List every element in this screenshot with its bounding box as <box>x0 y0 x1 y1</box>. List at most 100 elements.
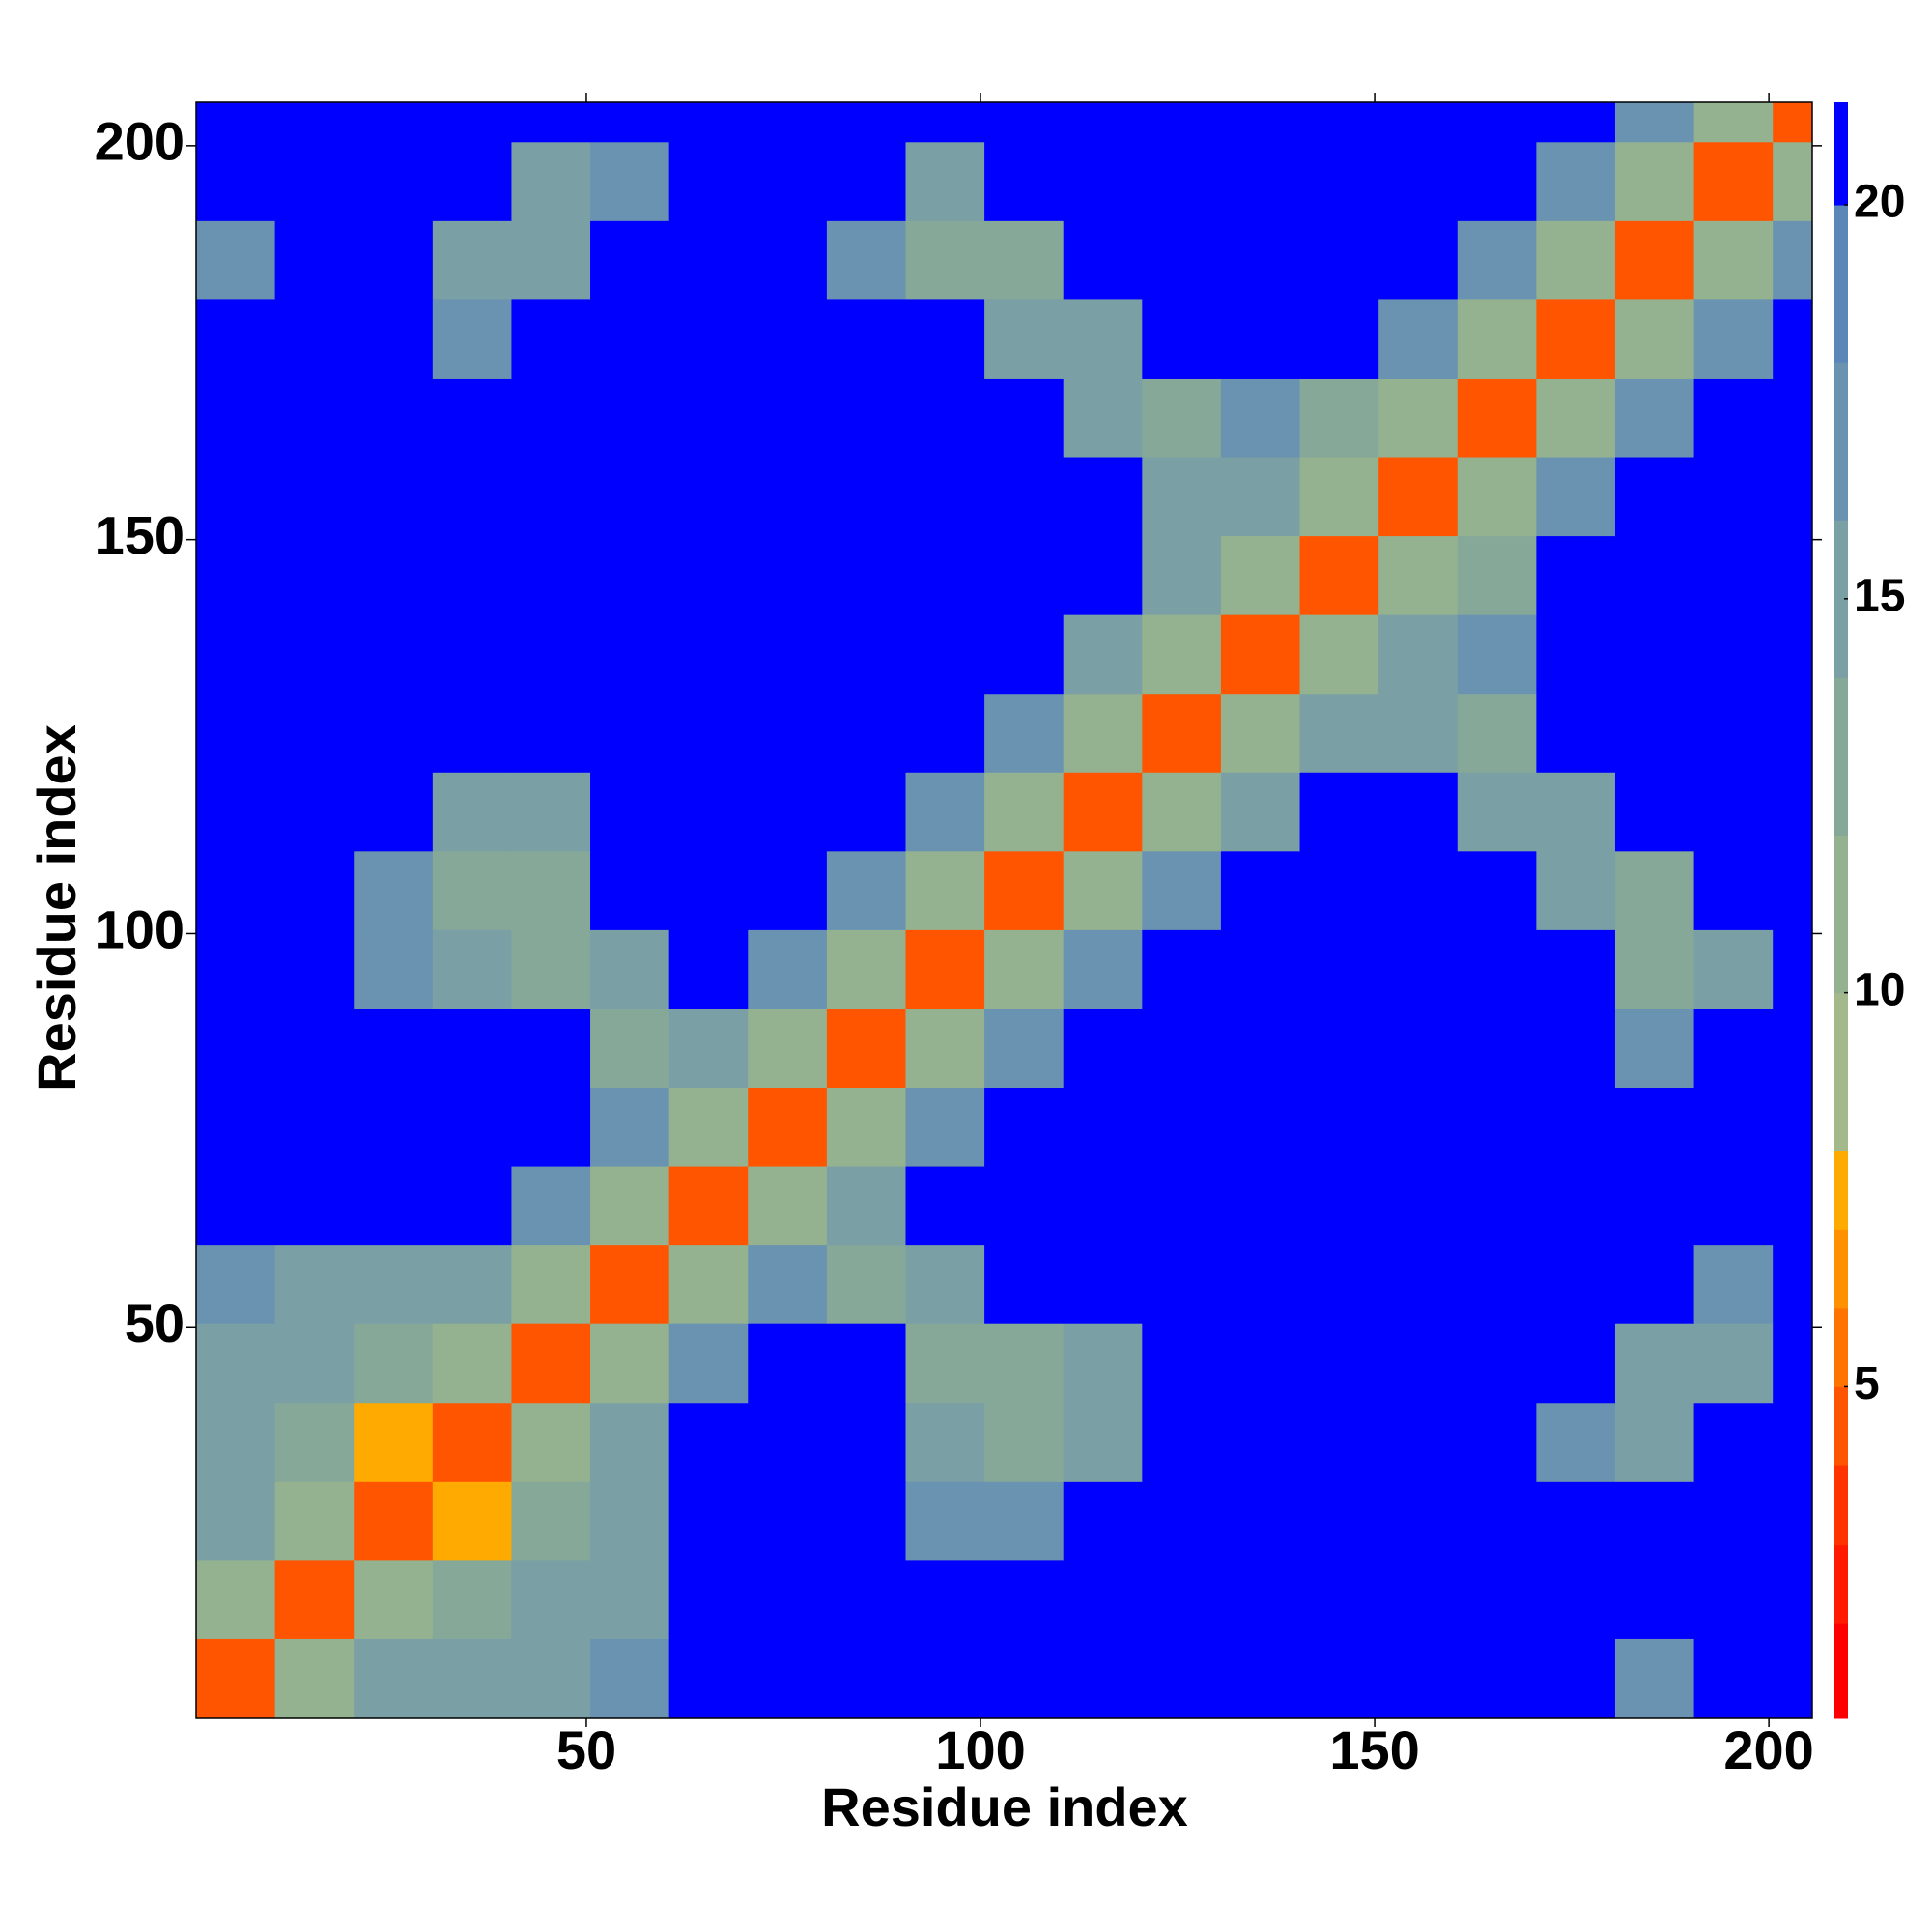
heatmap-cell <box>1614 1481 1695 1561</box>
heatmap-cell <box>354 1166 434 1246</box>
heatmap-cell <box>511 535 591 615</box>
heatmap-cell <box>274 693 355 773</box>
heatmap-cell <box>1299 1323 1379 1404</box>
colorbar-band <box>1834 520 1848 678</box>
heatmap-cell <box>1220 535 1301 615</box>
heatmap-cell <box>1773 1008 1813 1089</box>
colorbar-band <box>1834 835 1848 994</box>
heatmap-cell <box>511 1244 591 1324</box>
heatmap-cell <box>984 1323 1065 1404</box>
colorbar-band <box>1834 1150 1848 1230</box>
heatmap-cell <box>1614 1323 1695 1404</box>
heatmap-cell <box>668 1559 749 1639</box>
heatmap-cell <box>984 1087 1065 1167</box>
heatmap-cell <box>590 298 670 379</box>
heatmap-cell <box>1063 1008 1143 1089</box>
heatmap-cell <box>1378 929 1459 1009</box>
heatmap-cell <box>1693 457 1774 537</box>
heatmap-cell <box>1614 1402 1695 1482</box>
heatmap-cell <box>432 693 512 773</box>
colorbar-band <box>1834 677 1848 837</box>
heatmap-cell <box>984 1559 1065 1639</box>
heatmap-cell <box>354 1008 434 1089</box>
heatmap-cell <box>668 1166 749 1246</box>
y-tick-label: 100 <box>95 898 185 959</box>
heatmap-cell <box>984 850 1065 930</box>
heatmap-cell <box>274 378 355 458</box>
heatmap-cell <box>432 772 512 852</box>
heatmap-cell <box>1693 1402 1774 1482</box>
heatmap-cell <box>1773 141 1813 221</box>
heatmap-cell <box>1773 220 1813 300</box>
heatmap-cell <box>748 141 828 221</box>
heatmap-cell <box>1142 1323 1222 1404</box>
heatmap-cell <box>748 298 828 379</box>
heatmap-cell <box>1773 1323 1813 1404</box>
heatmap-cell <box>1457 1008 1537 1089</box>
heatmap-cell <box>748 1244 828 1324</box>
heatmap-cell <box>511 850 591 930</box>
heatmap-cell <box>905 535 985 615</box>
heatmap-cell <box>668 298 749 379</box>
heatmap-cell <box>1693 141 1774 221</box>
heatmap-cell <box>432 929 512 1009</box>
heatmap-cell <box>1299 1087 1379 1167</box>
heatmap-cell <box>905 298 985 379</box>
heatmap-cell <box>196 614 276 695</box>
heatmap-cell <box>196 220 276 300</box>
heatmap-cell <box>1457 535 1537 615</box>
heatmap-cell <box>196 1166 276 1246</box>
heatmap-cell <box>196 1008 276 1089</box>
heatmap-cell <box>1457 772 1537 852</box>
heatmap-cell <box>1299 929 1379 1009</box>
heatmap-cell <box>274 220 355 300</box>
heatmap-cell <box>590 1638 670 1719</box>
heatmap-cell <box>1378 1008 1459 1089</box>
heatmap-cell <box>1693 1323 1774 1404</box>
heatmap-cell <box>1693 693 1774 773</box>
colorbar-band <box>1834 1623 1848 1719</box>
heatmap-cell <box>354 929 434 1009</box>
heatmap-cell <box>196 141 276 221</box>
heatmap-cell <box>905 693 985 773</box>
heatmap-cell <box>1773 850 1813 930</box>
heatmap-cell <box>984 535 1065 615</box>
heatmap-cell <box>432 298 512 379</box>
heatmap-cell <box>354 1323 434 1404</box>
heatmap-cell <box>905 1559 985 1639</box>
heatmap-cell <box>905 1087 985 1167</box>
heatmap-cell <box>1614 1638 1695 1719</box>
heatmap-cell <box>1378 1244 1459 1324</box>
heatmap-cell <box>274 1166 355 1246</box>
heatmap-cell <box>196 929 276 1009</box>
heatmap-cell <box>1299 1008 1379 1089</box>
heatmap-cell <box>1378 1166 1459 1246</box>
heatmap-cell <box>1142 693 1222 773</box>
heatmap-cell <box>274 298 355 379</box>
heatmap-cell <box>196 378 276 458</box>
heatmap-cell <box>1693 378 1774 458</box>
heatmap-cell <box>1220 929 1301 1009</box>
colorbar: 5 10 15 20 <box>1834 102 1905 1719</box>
heatmap-cell <box>196 1244 276 1324</box>
heatmap-cell <box>1063 220 1143 300</box>
heatmap-cell <box>1536 1087 1616 1167</box>
heatmap-cell <box>1299 457 1379 537</box>
heatmap-cell <box>1536 1008 1616 1089</box>
heatmap-cell <box>984 378 1065 458</box>
heatmap-cell <box>984 102 1065 143</box>
heatmap-cell <box>1142 141 1222 221</box>
heatmap-cell <box>1457 1244 1537 1324</box>
heatmap-cell <box>1299 298 1379 379</box>
heatmap-cell <box>984 298 1065 379</box>
heatmap-cell <box>826 1087 906 1167</box>
axes: 50 100 150 200 50 100 150 200 <box>95 93 1822 1780</box>
heatmap-cell <box>826 850 906 930</box>
heatmap-cell <box>1142 102 1222 143</box>
y-tick-label: 150 <box>95 504 185 565</box>
heatmap-cell <box>1614 614 1695 695</box>
heatmap-cell <box>1536 1323 1616 1404</box>
heatmap-cell <box>590 929 670 1009</box>
heatmap-cell <box>905 378 985 458</box>
